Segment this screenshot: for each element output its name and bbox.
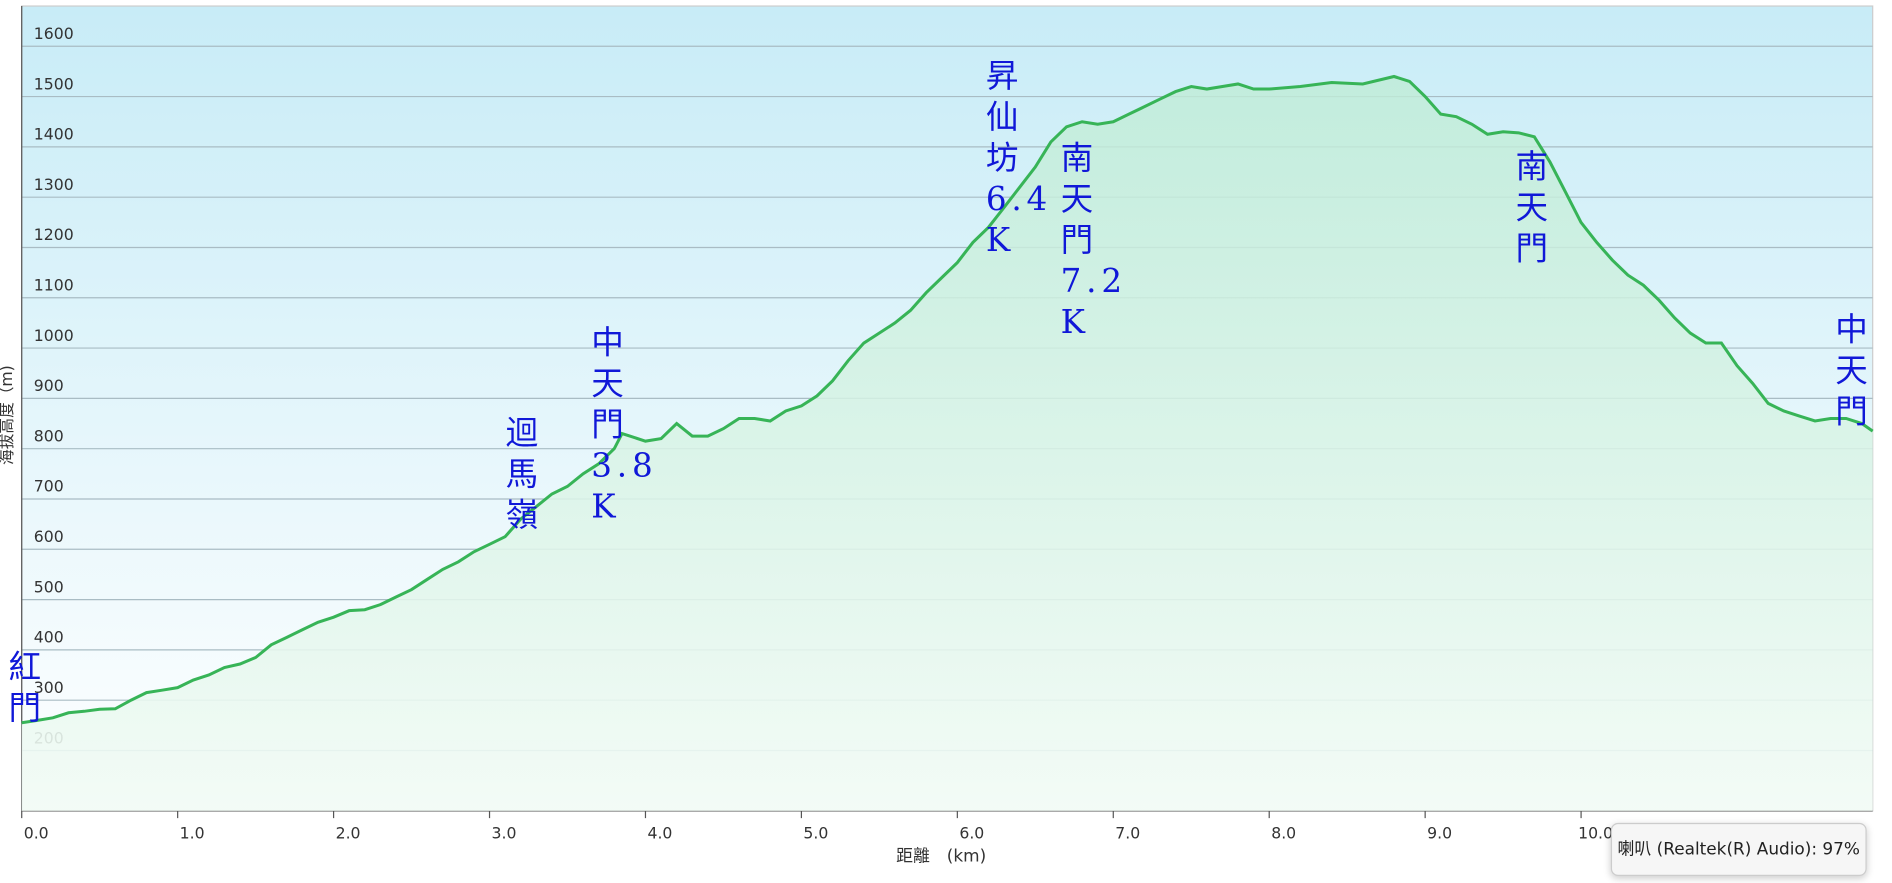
y-tick-label: 300	[34, 678, 64, 697]
x-tick-label: 3.0	[492, 824, 517, 843]
x-tick-label: 6.0	[959, 824, 984, 843]
x-tick-label: 1.0	[180, 824, 205, 843]
elevation-line	[21, 74, 1874, 725]
annotation: 南天門	[1515, 148, 1553, 268]
x-tick-label: 10.0	[1578, 824, 1613, 843]
y-tick-label: 800	[34, 426, 64, 445]
x-axis-title: 距離 (km)	[896, 846, 986, 866]
annotation: 中天門	[1835, 311, 1873, 431]
y-tick-label: 700	[34, 477, 64, 496]
y-tick-label: 500	[34, 577, 64, 596]
y-tick-label: 400	[34, 628, 64, 647]
annotation: 紅門	[8, 649, 46, 728]
y-tick-label: 1500	[34, 74, 74, 93]
y-tick-label: 1400	[34, 125, 74, 144]
volume-popup: 喇叭 (Realtek(R) Audio): 97%	[1610, 822, 1867, 877]
annotation: 中天門3.8K	[591, 324, 658, 527]
x-tick-label: 5.0	[803, 824, 828, 843]
y-tick-label: 900	[34, 376, 64, 395]
x-tick-label: 7.0	[1115, 824, 1140, 843]
annotation: 迴馬嶺	[505, 415, 543, 535]
y-tick-label: 1300	[34, 175, 74, 194]
x-tick-label: 0.0	[24, 824, 49, 843]
annotation: 昇仙坊6.4K	[985, 57, 1053, 260]
x-tick-label: 8.0	[1271, 824, 1296, 843]
y-tick-label: 1600	[34, 24, 74, 43]
x-tick-label: 9.0	[1427, 824, 1452, 843]
x-tick-label: 2.0	[336, 824, 361, 843]
y-tick-label: 1000	[34, 326, 74, 345]
x-tick-label: 4.0	[647, 824, 672, 843]
annotation: 南天門7.2K	[1060, 139, 1127, 342]
y-tick-label: 600	[34, 527, 64, 546]
y-tick-label: 1200	[34, 225, 74, 244]
y-tick-label: 1100	[34, 276, 74, 295]
y-axis-title: 海拔高度（m)	[0, 365, 16, 465]
elevation-area	[21, 76, 1873, 811]
